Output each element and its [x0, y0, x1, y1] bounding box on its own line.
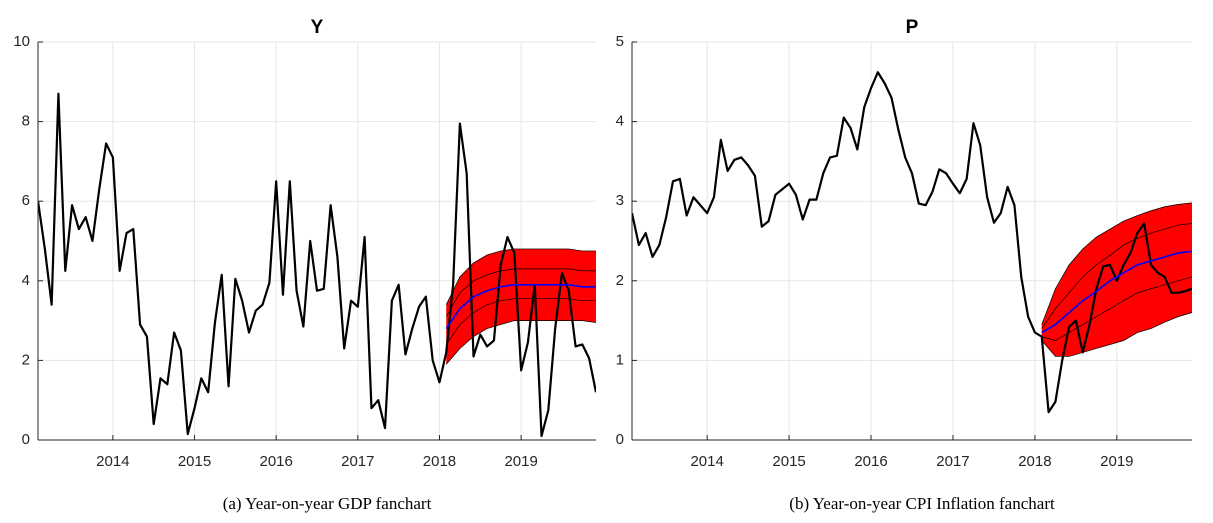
fan-quantile [445, 248, 596, 305]
y-tick-label: 5 [616, 33, 624, 50]
fan-quantile [1041, 202, 1192, 325]
y-tick-label: 4 [22, 272, 30, 289]
y-tick-label: 2 [22, 351, 30, 368]
y-tick-label: 1 [616, 351, 624, 368]
y-tick-label: 3 [616, 192, 624, 209]
x-tick-label: 2017 [341, 453, 374, 470]
fan-quantile [1041, 223, 1192, 329]
x-tick-label: 2015 [772, 453, 805, 470]
caption: (b) Year-on-year CPI Inflation fanchart [789, 494, 1055, 513]
y-tick-label: 0 [22, 431, 30, 448]
panel: 0 2 4 6 8 10 2014 2015 2016 2017 2018 2019 Y (a) Year… [13, 17, 596, 513]
fan-area [446, 248, 596, 365]
x-tick-label: 2019 [504, 453, 537, 470]
chart-title: P [906, 17, 919, 38]
y-tick-label: 6 [22, 192, 30, 209]
caption: (a) Year-on-year GDP fanchart [223, 494, 432, 513]
fan-quantile [1041, 312, 1192, 357]
panel: 0 1 2 3 4 5 2014 2015 2016 2017 2018 2019 P (b) Year-… [616, 17, 1192, 513]
x-tick-label: 2019 [1100, 453, 1133, 470]
x-tick-label: 2014 [690, 453, 723, 470]
x-tick-label: 2016 [259, 453, 292, 470]
y-tick-label: 4 [616, 113, 624, 130]
y-tick-label: 2 [616, 272, 624, 289]
fan-quantile [445, 320, 596, 365]
x-tick-label: 2016 [854, 453, 887, 470]
data-line [38, 92, 596, 438]
data-line [632, 71, 1192, 414]
x-tick-label: 2017 [936, 453, 969, 470]
chart-title: Y [311, 17, 324, 38]
median-line [1041, 250, 1192, 334]
x-tick-label: 2015 [178, 453, 211, 470]
y-tick-label: 10 [13, 33, 30, 50]
x-tick-label: 2018 [1018, 453, 1051, 470]
x-tick-label: 2018 [423, 453, 456, 470]
y-tick-label: 0 [616, 431, 624, 448]
plot-data [38, 92, 596, 438]
plot-area [38, 42, 596, 440]
median-line [445, 283, 596, 330]
x-tick-label: 2014 [96, 453, 129, 470]
plot-data [632, 71, 1192, 414]
y-tick-label: 8 [22, 113, 30, 130]
